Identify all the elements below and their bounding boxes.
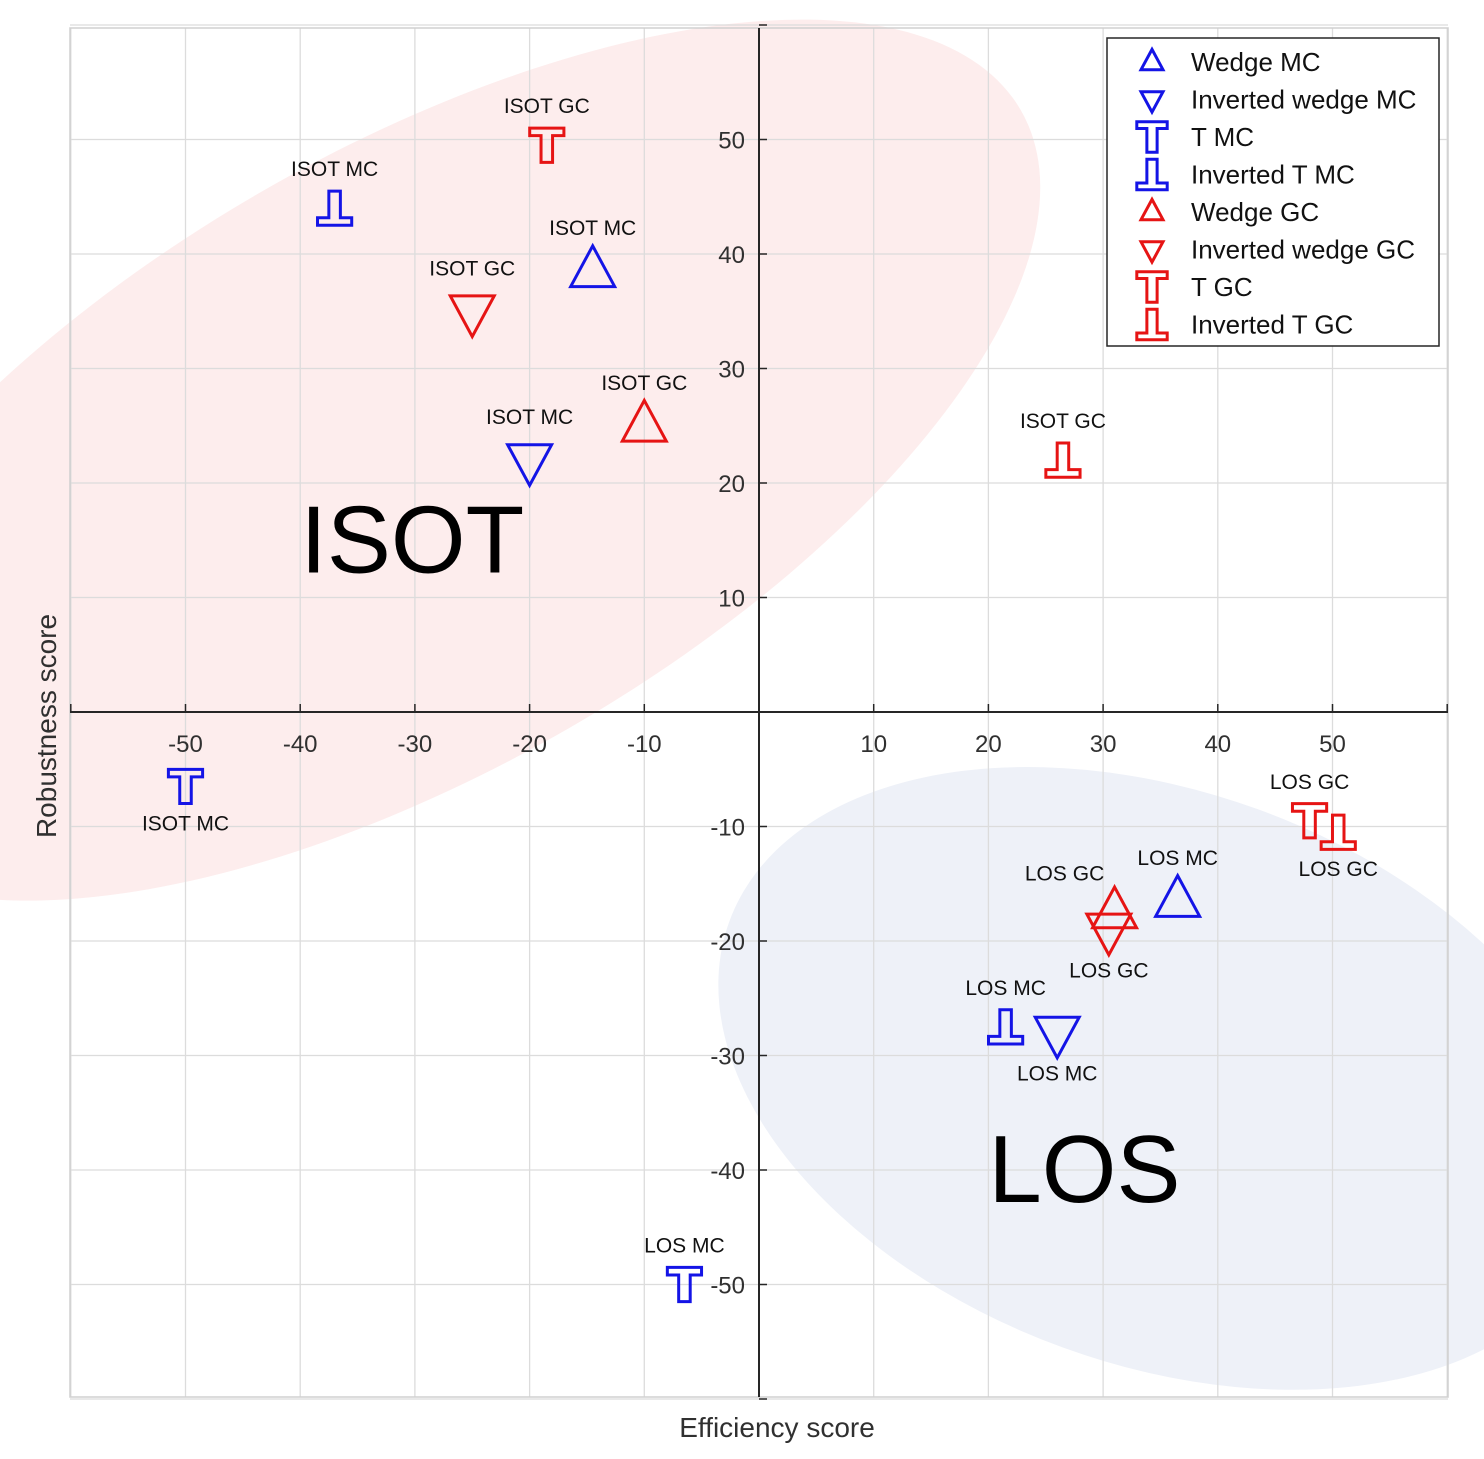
x-tick-label: -50 — [168, 731, 203, 758]
legend-marker-inverted-t — [1135, 157, 1169, 192]
data-point-wedge — [1090, 883, 1140, 930]
data-point-inverted-wedge — [1084, 912, 1134, 959]
cluster-label-isot: ISOT — [300, 486, 524, 593]
data-point-inverted-t — [987, 1008, 1025, 1046]
legend: Wedge MC Inverted wedge MC T MC Inverted T … — [1106, 37, 1440, 347]
point-label: ISOT GC — [1020, 410, 1106, 433]
point-label: LOS MC — [1017, 1063, 1098, 1086]
y-tick-label: 30 — [718, 357, 745, 384]
point-label: LOS MC — [644, 1235, 725, 1258]
y-tick-label: -40 — [710, 1158, 745, 1185]
x-tick-label: 20 — [975, 731, 1002, 758]
data-point-inverted-t — [1319, 813, 1357, 851]
data-points — [166, 126, 1357, 1304]
y-tick-label: 50 — [718, 128, 745, 155]
data-point-t — [528, 126, 566, 164]
point-label: LOS GC — [1299, 858, 1378, 881]
data-point-inverted-t — [1044, 441, 1082, 479]
x-tick-label: 40 — [1204, 731, 1231, 758]
cluster-label-los: LOS — [988, 1116, 1180, 1223]
point-label: ISOT MC — [142, 812, 229, 835]
legend-box — [1106, 37, 1440, 347]
x-tick-label: -20 — [512, 731, 547, 758]
legend-marker-inverted-wedge — [1138, 90, 1166, 116]
x-tick-label: 30 — [1090, 731, 1117, 758]
tick-labels: -50 -40 -30 -20 -10 10 20 30 40 50 50 40 30 20 10 -10 -2… — [168, 128, 1346, 1300]
x-tick-label: -10 — [627, 731, 662, 758]
point-label: ISOT MC — [291, 158, 378, 181]
point-label: LOS MC — [1137, 847, 1218, 870]
legend-entry: Wedge GC — [1191, 197, 1319, 227]
data-point-inverted-wedge — [447, 294, 497, 340]
legend-marker-t — [1135, 270, 1169, 304]
legend-marker-wedge — [1138, 46, 1166, 72]
y-tick-label: 20 — [718, 471, 745, 498]
x-tick-label: -40 — [283, 731, 318, 758]
point-label: ISOT GC — [504, 95, 590, 118]
y-tick-label: 40 — [718, 242, 745, 269]
x-tick-label: 10 — [860, 731, 887, 758]
data-point-t — [166, 767, 205, 806]
point-label: ISOT GC — [429, 257, 515, 280]
legend-entry: Inverted T MC — [1191, 160, 1355, 190]
legend-marker-inverted-t — [1135, 307, 1169, 342]
legend-entry: Wedge MC — [1191, 47, 1321, 77]
data-point-inverted-wedge — [505, 443, 555, 489]
y-tick-label: -20 — [710, 929, 745, 956]
legend-marker-inverted-wedge — [1138, 240, 1166, 266]
cluster-labels: ISOT LOS — [300, 486, 1180, 1223]
point-label: LOS GC — [1025, 862, 1104, 885]
x-axis-title: Efficiency score — [679, 1412, 875, 1443]
data-point-inverted-t — [316, 189, 354, 227]
cluster-region-los — [718, 766, 1484, 1390]
y-tick-label: 10 — [718, 586, 745, 613]
data-point-t — [665, 1265, 704, 1304]
y-tick-label: -30 — [710, 1044, 745, 1071]
point-label: LOS GC — [1069, 960, 1148, 983]
data-point-t — [1290, 802, 1329, 840]
legend-entry: T GC — [1191, 272, 1253, 302]
legend-entry: T MC — [1191, 122, 1254, 152]
data-point-wedge — [568, 242, 618, 289]
legend-marker-wedge — [1138, 196, 1166, 222]
legend-entry: Inverted T GC — [1191, 310, 1353, 340]
axes — [70, 24, 1448, 1400]
legend-marker-t — [1135, 120, 1169, 154]
data-point-inverted-wedge — [1032, 1015, 1082, 1062]
point-label: ISOT MC — [486, 406, 573, 429]
x-tick-label: 50 — [1319, 731, 1346, 758]
y-tick-label: -50 — [710, 1273, 745, 1300]
legend-entry: Inverted wedge MC — [1191, 85, 1416, 115]
legend-entry: Inverted wedge GC — [1191, 235, 1415, 265]
point-label: ISOT GC — [601, 372, 687, 395]
point-label: ISOT MC — [549, 217, 636, 240]
data-point-wedge — [1153, 872, 1203, 918]
point-label: LOS GC — [1270, 771, 1349, 794]
point-label: LOS MC — [965, 977, 1046, 1000]
data-point-wedge — [619, 397, 669, 443]
y-axis-title: Robustness score — [31, 614, 62, 838]
x-tick-label: -30 — [398, 731, 433, 758]
y-tick-label: -10 — [710, 815, 745, 842]
